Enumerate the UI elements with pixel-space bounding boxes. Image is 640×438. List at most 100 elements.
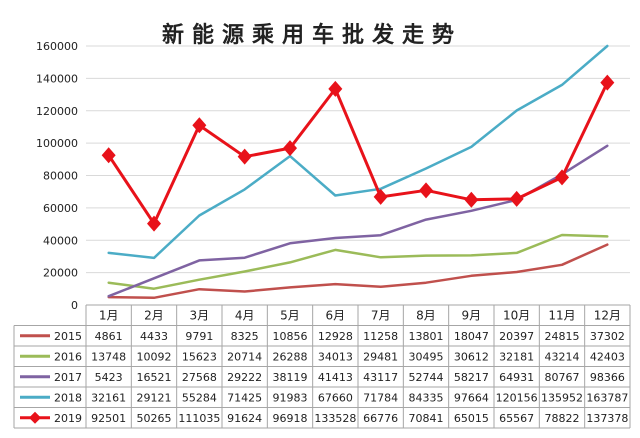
data-label: 16521 [137,371,172,384]
x-tick-label: 11月 [548,308,575,322]
data-label: 27568 [182,371,217,384]
data-label: 8325 [231,330,259,343]
data-label: 92501 [91,412,126,425]
y-tick-label: 140000 [36,72,78,85]
series-line [107,44,609,260]
data-point [237,148,252,165]
y-tick-label: 0 [71,299,78,312]
y-tick-label: 120000 [36,105,78,118]
y-tick-label: 60000 [43,202,78,215]
data-point [555,169,569,186]
data-point [373,188,388,205]
data-label: 71784 [363,391,398,404]
data-point [419,182,433,199]
data-label: 20714 [227,350,262,363]
data-label: 52744 [409,371,444,384]
x-tick-label: 5月 [280,308,300,322]
data-point [328,80,343,97]
data-label: 29481 [363,350,398,363]
data-label: 135952 [541,391,583,404]
data-label: 12928 [318,330,353,343]
x-tick-label: 1月 [99,308,119,322]
x-tick-label: 8月 [416,308,436,322]
data-point [600,74,615,91]
data-label: 84335 [409,391,444,404]
series-line [107,81,609,226]
data-label: 133528 [314,412,356,425]
data-point [147,215,161,232]
data-point [192,117,207,134]
data-label: 91624 [227,412,262,425]
y-axis: 0 20000 40000 60000 80000 100000 120000 140000 1… [36,40,78,312]
data-label: 80767 [545,371,580,384]
data-label: 29121 [137,391,172,404]
x-tick-label: 3月 [190,308,210,322]
data-label: 64931 [499,371,534,384]
x-tick-label: 6月 [326,308,346,322]
data-label: 50265 [137,412,172,425]
legend-marker-key [29,411,41,424]
series-2016 [107,233,609,290]
x-tick-label: 2月 [144,308,164,322]
series-2017 [107,144,609,298]
data-label: 26288 [273,350,308,363]
data-label: 32181 [499,350,534,363]
data-label: 66776 [363,412,398,425]
data-label: 67660 [318,391,353,404]
data-label: 43214 [545,350,580,363]
data-label: 4861 [95,330,123,343]
data-label: 9791 [185,330,213,343]
legend-entry: 2017 [54,371,82,384]
y-tick-label: 160000 [36,40,78,53]
data-label: 34013 [318,350,353,363]
x-tick-label: 4月 [235,308,255,322]
data-label: 5423 [95,371,123,384]
data-point [101,147,116,164]
data-label: 97664 [454,391,489,404]
legend-entry: 2019 [54,412,82,425]
data-label: 91983 [273,391,308,404]
data-label: 78822 [545,412,580,425]
data-point [283,140,297,157]
series-2018 [107,44,609,260]
data-label: 13748 [91,350,126,363]
y-tick-label: 80000 [43,170,78,183]
data-label: 15623 [182,350,217,363]
series-line [107,243,609,300]
series-2015 [107,243,609,300]
x-tick-label: 7月 [371,308,391,322]
data-label: 111035 [178,412,220,425]
data-label: 70841 [409,412,444,425]
data-label: 30495 [409,350,444,363]
data-point [464,191,479,208]
data-label: 29222 [227,371,262,384]
data-label: 65015 [454,412,489,425]
legend-entry: 2018 [54,391,82,404]
data-label: 13801 [409,330,444,343]
data-table: 1月 2月 3月 4月 5月 6月 7月 8月 9月 10月 11月 12月 2015 4861 4433 9… [13,304,631,429]
data-label: 37302 [590,330,625,343]
data-label: 20397 [499,330,534,343]
y-tick-label: 40000 [43,234,78,247]
legend-entry: 2015 [54,330,82,343]
data-label: 71425 [227,391,262,404]
legend-entry: 2016 [54,350,82,363]
data-label: 38119 [273,371,308,384]
data-label: 32161 [91,391,126,404]
data-label: 137378 [586,412,628,425]
data-label: 10856 [273,330,308,343]
data-point [509,190,524,207]
data-label: 30612 [454,350,489,363]
data-label: 96918 [273,412,308,425]
data-label: 11258 [363,330,398,343]
data-label: 10092 [137,350,172,363]
y-tick-label: 100000 [36,137,78,150]
data-label: 65567 [499,412,534,425]
data-label: 55284 [182,391,217,404]
data-label: 120156 [496,391,538,404]
series-line [107,233,609,290]
y-tick-label: 20000 [43,267,78,280]
x-tick-label: 10月 [503,308,530,322]
data-label: 41413 [318,371,353,384]
